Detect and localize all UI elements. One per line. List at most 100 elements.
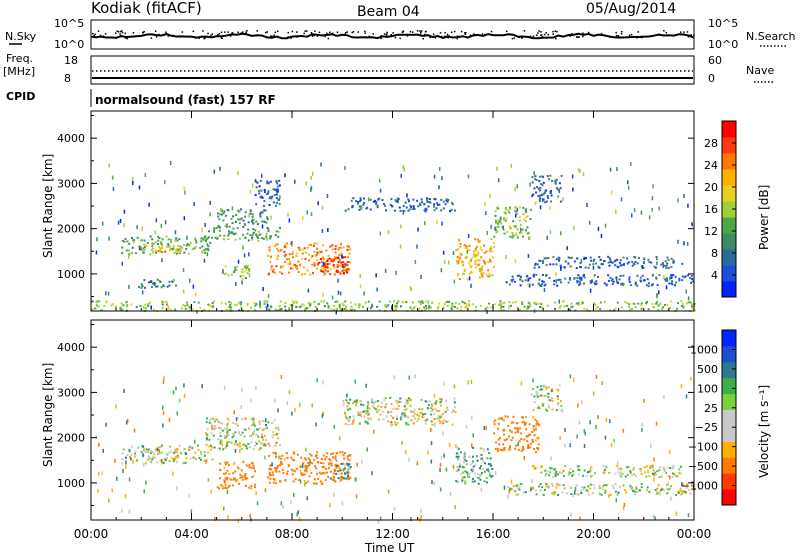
echo-cell — [430, 410, 433, 413]
echo-cell — [407, 198, 410, 201]
echo-cell — [591, 474, 594, 477]
echo-speckle — [687, 296, 690, 301]
echo-cell — [585, 257, 587, 260]
echo-cell — [172, 451, 175, 454]
search-noise-point — [448, 35, 450, 37]
echo-speckle — [485, 211, 487, 216]
echo-cell — [161, 303, 164, 306]
echo-cell — [246, 232, 249, 235]
echo-cell — [497, 225, 500, 228]
echo-cell — [681, 262, 684, 265]
echo-cell — [571, 474, 574, 477]
echo-cell — [514, 226, 517, 229]
echo-cell — [250, 441, 253, 444]
echo-cell — [526, 307, 529, 310]
echo-cell — [671, 476, 674, 479]
echo-cell — [268, 204, 271, 206]
echo-cell — [429, 201, 432, 204]
echo-cell — [607, 261, 610, 264]
echo-cell — [397, 198, 400, 201]
echo-cell — [397, 408, 400, 411]
echo-cell — [634, 281, 637, 284]
noise-tick-high-left: 10^5 — [54, 17, 84, 30]
echo-cell — [438, 302, 441, 305]
echo-cell — [404, 201, 407, 204]
search-noise-point — [245, 32, 247, 35]
echo-cell — [223, 472, 225, 475]
echo-cell — [320, 462, 322, 464]
echo-cell — [331, 244, 334, 247]
echo-cell — [457, 448, 460, 451]
echo-cell — [329, 268, 332, 271]
echo-cell — [377, 198, 380, 201]
echo-cell — [154, 449, 157, 452]
echo-cell — [352, 402, 354, 405]
echo-cell — [417, 417, 420, 420]
echo-cell — [236, 227, 239, 229]
echo-cell — [257, 230, 260, 233]
echo-cell — [513, 490, 516, 493]
echo-cell — [629, 470, 632, 473]
echo-cell — [199, 306, 202, 309]
echo-cell — [286, 470, 289, 473]
echo-cell — [428, 198, 431, 200]
echo-cell — [459, 252, 462, 255]
echo-cell — [487, 269, 490, 272]
echo-cell — [122, 304, 125, 307]
echo-cell — [546, 195, 549, 198]
echo-cell — [230, 231, 233, 234]
echo-cell — [477, 238, 479, 241]
echo-cell — [347, 420, 350, 423]
echo-speckle — [468, 276, 471, 281]
echo-cell — [268, 455, 271, 457]
echo-cell — [424, 419, 427, 422]
power-colorbar-label: Power [dB] — [757, 185, 771, 250]
echo-cell — [275, 188, 278, 191]
echo-cell — [234, 220, 237, 223]
echo-cell — [586, 308, 589, 311]
echo-cell — [204, 235, 207, 238]
echo-cell — [277, 185, 280, 188]
echo-cell — [396, 402, 399, 405]
echo-cell — [469, 259, 472, 262]
xaxis-label: Time UT — [364, 541, 415, 554]
search-noise-point — [538, 30, 540, 32]
search-noise-point — [490, 30, 493, 33]
echo-cell — [136, 458, 139, 461]
search-noise-point — [446, 33, 449, 36]
echo-cell — [284, 255, 287, 258]
echo-cell — [670, 300, 673, 303]
echo-cell — [285, 242, 288, 245]
echo-cell — [540, 471, 543, 474]
echo-cell — [329, 470, 332, 473]
echo-cell — [446, 304, 449, 307]
echo-speckle — [680, 384, 683, 389]
echo-cell — [195, 241, 198, 244]
echo-cell — [160, 247, 163, 250]
echo-cell — [527, 447, 530, 449]
echo-speckle — [261, 224, 264, 229]
echo-cell — [520, 231, 523, 234]
echo-cell — [312, 272, 314, 275]
echo-speckle — [663, 395, 665, 399]
echo-cell — [225, 308, 228, 311]
echo-cell — [515, 232, 518, 235]
echo-cell — [632, 302, 635, 305]
echo-cell — [244, 428, 247, 431]
echo-cell — [543, 284, 546, 287]
echo-speckle — [344, 413, 347, 418]
echo-cell — [179, 249, 182, 252]
echo-cell — [217, 438, 220, 441]
echo-speckle — [529, 182, 531, 187]
echo-cell — [626, 257, 629, 260]
echo-speckle — [651, 207, 653, 212]
echo-cell — [267, 182, 270, 185]
echo-speckle — [529, 283, 531, 288]
echo-cell — [489, 472, 491, 475]
echo-cell — [489, 275, 491, 278]
echo-cell — [578, 283, 581, 286]
echo-cell — [247, 221, 250, 224]
echo-cell — [550, 390, 553, 393]
echo-cell — [139, 246, 142, 249]
colorbar-swatch — [722, 489, 736, 506]
